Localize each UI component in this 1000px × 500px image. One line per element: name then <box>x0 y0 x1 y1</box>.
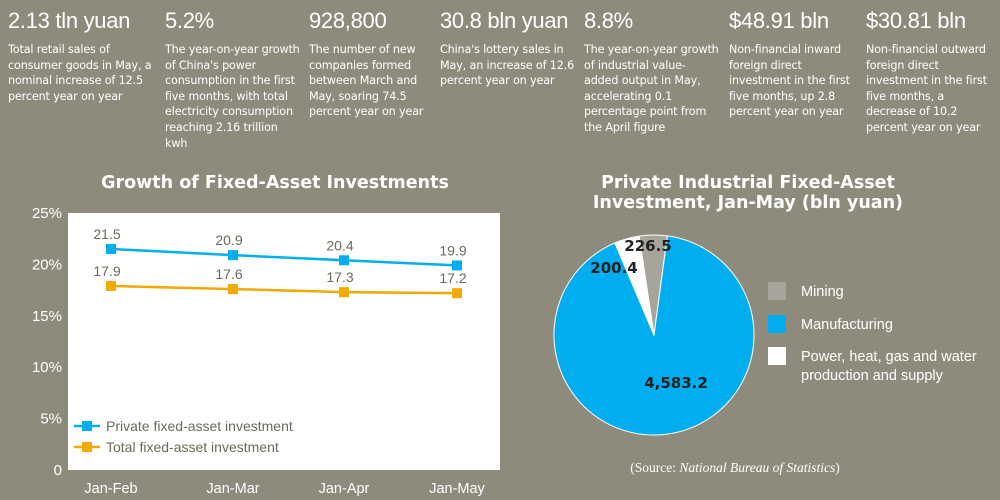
private-data-label: 20.9 <box>215 232 242 248</box>
source-suffix: ) <box>835 460 840 475</box>
stat-new-companies: 928,800 The number of new companies form… <box>309 6 431 120</box>
legend-label-line: Manufacturing <box>801 317 893 333</box>
legend-label: Power, heat, gas and water production and… <box>801 349 977 384</box>
stat-headline: 2.13 tln yuan <box>8 8 131 33</box>
x-tick-label: Jan-Apr <box>319 481 370 497</box>
legend-label: Total fixed-asset investment <box>106 439 279 455</box>
total-data-label: 17.2 <box>439 270 466 286</box>
legend-swatch <box>768 282 786 300</box>
stat-retail-sales: 2.13 tln yuan Total retail sales of cons… <box>8 6 158 104</box>
stat-description: Non-financial inward foreign direct inve… <box>729 43 850 119</box>
private-data-point <box>452 260 462 271</box>
pie-data-label: 226.5 <box>624 237 671 255</box>
stat-headline: 5.2% <box>165 8 214 33</box>
plot-area <box>68 213 500 470</box>
legend-marker <box>82 421 92 431</box>
x-tick-label: Jan-May <box>429 481 485 497</box>
total-series-line <box>110 284 458 295</box>
stat-description: The year-on-year growth of China's power… <box>165 43 300 150</box>
x-tick-label: Jan-Mar <box>206 481 259 497</box>
stat-industrial-output: 8.8% The year-on-year growth of industri… <box>584 6 719 136</box>
legend-label-line: production and supply <box>801 368 944 384</box>
legend-swatch <box>768 347 786 365</box>
private-data-label: 19.9 <box>439 242 466 258</box>
line-chart: 0 5% 10% 15% 20% 25% Jan-Feb Jan-Mar Jan-Apr Jan-… <box>32 205 500 497</box>
stat-description: The year-on-year growth of industrial va… <box>584 43 719 134</box>
private-data-point <box>228 250 238 261</box>
pie-chart-title: Private Industrial Fixed-Asset Investmen… <box>592 173 904 213</box>
pie-slice-power <box>614 235 655 336</box>
stats-row: 2.13 tln yuan Total retail sales of cons… <box>0 0 1000 165</box>
private-data-point <box>106 243 116 254</box>
total-data-point <box>228 284 238 295</box>
stat-inward-fdi: $48.91 bln Non-financial inward foreign … <box>729 6 854 120</box>
legend-label: Mining <box>801 284 844 300</box>
stat-headline: $30.81 bln <box>866 8 966 33</box>
x-tick-label: Jan-Feb <box>84 481 137 497</box>
stat-description: Non-financial outward foreign direct inv… <box>866 43 987 134</box>
y-tick-label: 0 <box>54 462 62 479</box>
line-chart-title: Growth of Fixed-Asset Investments <box>101 173 449 193</box>
private-data-label: 21.5 <box>93 226 120 242</box>
total-data-point <box>452 288 462 299</box>
pie-data-label: 200.4 <box>590 259 637 277</box>
total-data-label: 17.3 <box>326 269 353 285</box>
stat-description: China's lottery sales in May, an increas… <box>440 43 575 88</box>
legend-label-line: Power, heat, gas and water <box>801 349 977 365</box>
total-data-point <box>106 280 116 291</box>
y-tick-label: 5% <box>40 411 62 428</box>
stat-outward-fdi: $30.81 bln Non-financial outward foreign… <box>866 6 996 136</box>
pie-slice-manufacturing <box>553 235 755 436</box>
stat-headline: $48.91 bln <box>729 8 829 33</box>
source-prefix: (Source: <box>630 460 680 475</box>
stat-description: Total retail sales of consumer goods in … <box>8 43 152 103</box>
source-note: (Source: National Bureau of Statistics) <box>560 460 910 476</box>
legend-label-line: Mining <box>801 284 844 300</box>
stat-lottery-sales: 30.8 bln yuan China's lottery sales in M… <box>440 6 575 89</box>
pie-data-label: 4,583.2 <box>644 374 708 392</box>
y-tick-label: 25% <box>32 205 62 222</box>
legend-marker <box>82 442 92 452</box>
legend-label: Manufacturing <box>801 317 893 333</box>
total-data-label: 17.9 <box>93 263 120 279</box>
stat-description: The number of new companies formed betwe… <box>309 43 424 119</box>
stat-power-consumption: 5.2% The year-on-year growth of China's … <box>165 6 300 151</box>
y-tick-label: 10% <box>32 359 62 376</box>
stat-headline: 8.8% <box>584 8 633 33</box>
y-tick-label: 15% <box>32 308 62 325</box>
private-series-line <box>110 247 458 267</box>
stat-headline: 30.8 bln yuan <box>440 8 569 33</box>
legend-swatch <box>768 315 786 333</box>
legend-label: Private fixed-asset investment <box>106 418 293 434</box>
total-data-point <box>339 287 349 298</box>
y-tick-label: 20% <box>32 256 62 273</box>
source-name: National Bureau of Statistics <box>679 460 836 475</box>
private-data-label: 20.4 <box>326 237 353 253</box>
pie-chart: 226.5 4,583.2 200.4 Mining Manufacturing Powe… <box>553 234 977 436</box>
stat-headline: 928,800 <box>309 8 387 33</box>
private-data-point <box>339 255 349 266</box>
total-data-label: 17.6 <box>215 266 242 282</box>
